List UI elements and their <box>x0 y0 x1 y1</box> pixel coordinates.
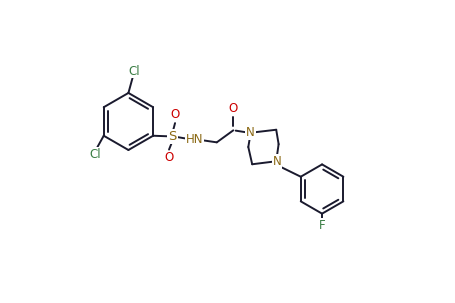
Text: O: O <box>164 152 174 165</box>
Text: O: O <box>229 102 238 115</box>
Text: Cl: Cl <box>129 65 140 78</box>
Text: O: O <box>171 108 180 121</box>
Text: HN: HN <box>186 133 203 146</box>
Text: N: N <box>246 126 255 139</box>
Text: Cl: Cl <box>89 148 101 161</box>
Text: F: F <box>319 218 325 231</box>
Text: S: S <box>168 130 177 143</box>
Text: N: N <box>273 155 282 168</box>
